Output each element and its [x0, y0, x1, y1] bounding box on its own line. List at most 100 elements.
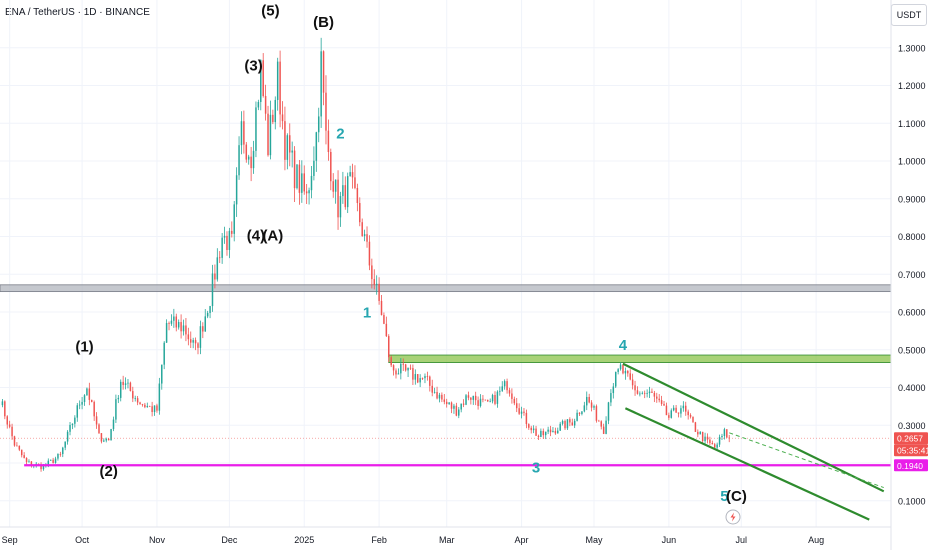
candle-body	[144, 404, 146, 408]
candle-body	[103, 440, 105, 442]
candle-body	[69, 425, 71, 432]
candle-body	[576, 412, 578, 421]
grid	[0, 0, 891, 527]
price-tag-bg	[894, 444, 928, 457]
candle-body	[6, 416, 8, 425]
candle-body	[139, 402, 141, 405]
candle-body	[16, 445, 18, 447]
candle-body	[269, 114, 272, 156]
candle-body	[407, 367, 409, 371]
candle-body	[641, 392, 644, 394]
candle-body	[18, 445, 21, 450]
candle-body	[557, 430, 559, 434]
candle-body	[286, 135, 289, 160]
candle-body	[177, 322, 180, 328]
candle-body	[214, 273, 216, 280]
candle-body	[494, 395, 496, 404]
candle-body	[180, 322, 182, 332]
candle-body	[378, 283, 380, 301]
candle-body	[262, 60, 264, 96]
candle-body	[334, 179, 337, 192]
candle-body	[653, 392, 656, 397]
candle-body	[156, 405, 158, 411]
candle-body	[552, 430, 554, 433]
candle-body	[460, 403, 462, 410]
candle-body	[598, 420, 600, 422]
candle-body	[134, 398, 136, 399]
x-tick-label: Oct	[75, 535, 90, 545]
wave-label: (B)	[313, 14, 334, 31]
y-tick-label: 0.1000	[898, 496, 926, 506]
candle-body	[141, 404, 144, 406]
candle-body	[470, 397, 472, 400]
candle-body	[250, 156, 252, 169]
candle-body	[168, 323, 170, 324]
candle-body	[124, 383, 127, 385]
candle-body	[119, 381, 122, 398]
candle-body	[564, 420, 566, 429]
candle-body	[704, 436, 706, 442]
candle-body	[298, 164, 301, 193]
candle-body	[20, 449, 23, 456]
candle-body	[206, 312, 209, 317]
lightning-icon[interactable]	[725, 509, 741, 525]
candle-body	[482, 398, 484, 400]
projection-line	[729, 432, 884, 489]
price-tag-label: 05:35:41	[897, 446, 930, 456]
candle-body	[648, 391, 651, 394]
candle-body	[404, 364, 407, 371]
candle-body	[127, 382, 129, 384]
candle-body	[515, 403, 518, 409]
candle-body	[375, 283, 378, 285]
candle-body	[723, 429, 726, 436]
candle-body	[726, 429, 728, 438]
candle-body	[573, 420, 576, 426]
candle-body	[78, 404, 81, 406]
candle-body	[388, 336, 390, 358]
candle-body	[699, 431, 701, 435]
candle-body	[136, 398, 139, 403]
wave-label: 4	[619, 337, 628, 354]
candle-body	[501, 386, 503, 391]
candle-body	[614, 371, 617, 387]
candle-body	[146, 405, 149, 408]
candle-body	[689, 415, 692, 417]
candle-body	[506, 381, 508, 391]
candle-body	[54, 458, 57, 463]
candle-body	[542, 430, 545, 436]
candle-body	[59, 453, 62, 455]
wave-label: (A)	[262, 227, 283, 244]
candle-body	[624, 370, 627, 374]
candle-body	[231, 230, 233, 234]
candle-body	[392, 365, 395, 371]
candle-body	[414, 374, 417, 380]
candle-body	[47, 460, 50, 466]
candle-body	[670, 410, 673, 418]
candle-body	[366, 234, 368, 242]
candle-body	[71, 423, 74, 426]
candle-body	[595, 406, 598, 421]
candle-body	[518, 408, 520, 414]
candle-body	[81, 401, 83, 405]
candle-body	[643, 392, 646, 394]
candle-body	[226, 235, 228, 250]
candle-body	[426, 376, 429, 377]
candle-body	[627, 370, 629, 374]
wave-label: (1)	[75, 339, 93, 356]
candle-body	[612, 386, 615, 394]
candle-body	[663, 403, 665, 406]
candle-body	[11, 426, 13, 437]
wave-label: 2	[336, 125, 344, 142]
candle-body	[409, 367, 412, 369]
candle-body	[30, 461, 33, 466]
x-tick-label: Dec	[221, 535, 238, 545]
x-tick-label: Sep	[2, 535, 18, 545]
candle-body	[619, 364, 622, 370]
candle-body	[634, 385, 636, 391]
candle-body	[672, 407, 675, 411]
candle-body	[228, 230, 231, 250]
candle-body	[330, 152, 332, 182]
candle-body	[153, 405, 156, 413]
candle-body	[88, 388, 91, 400]
